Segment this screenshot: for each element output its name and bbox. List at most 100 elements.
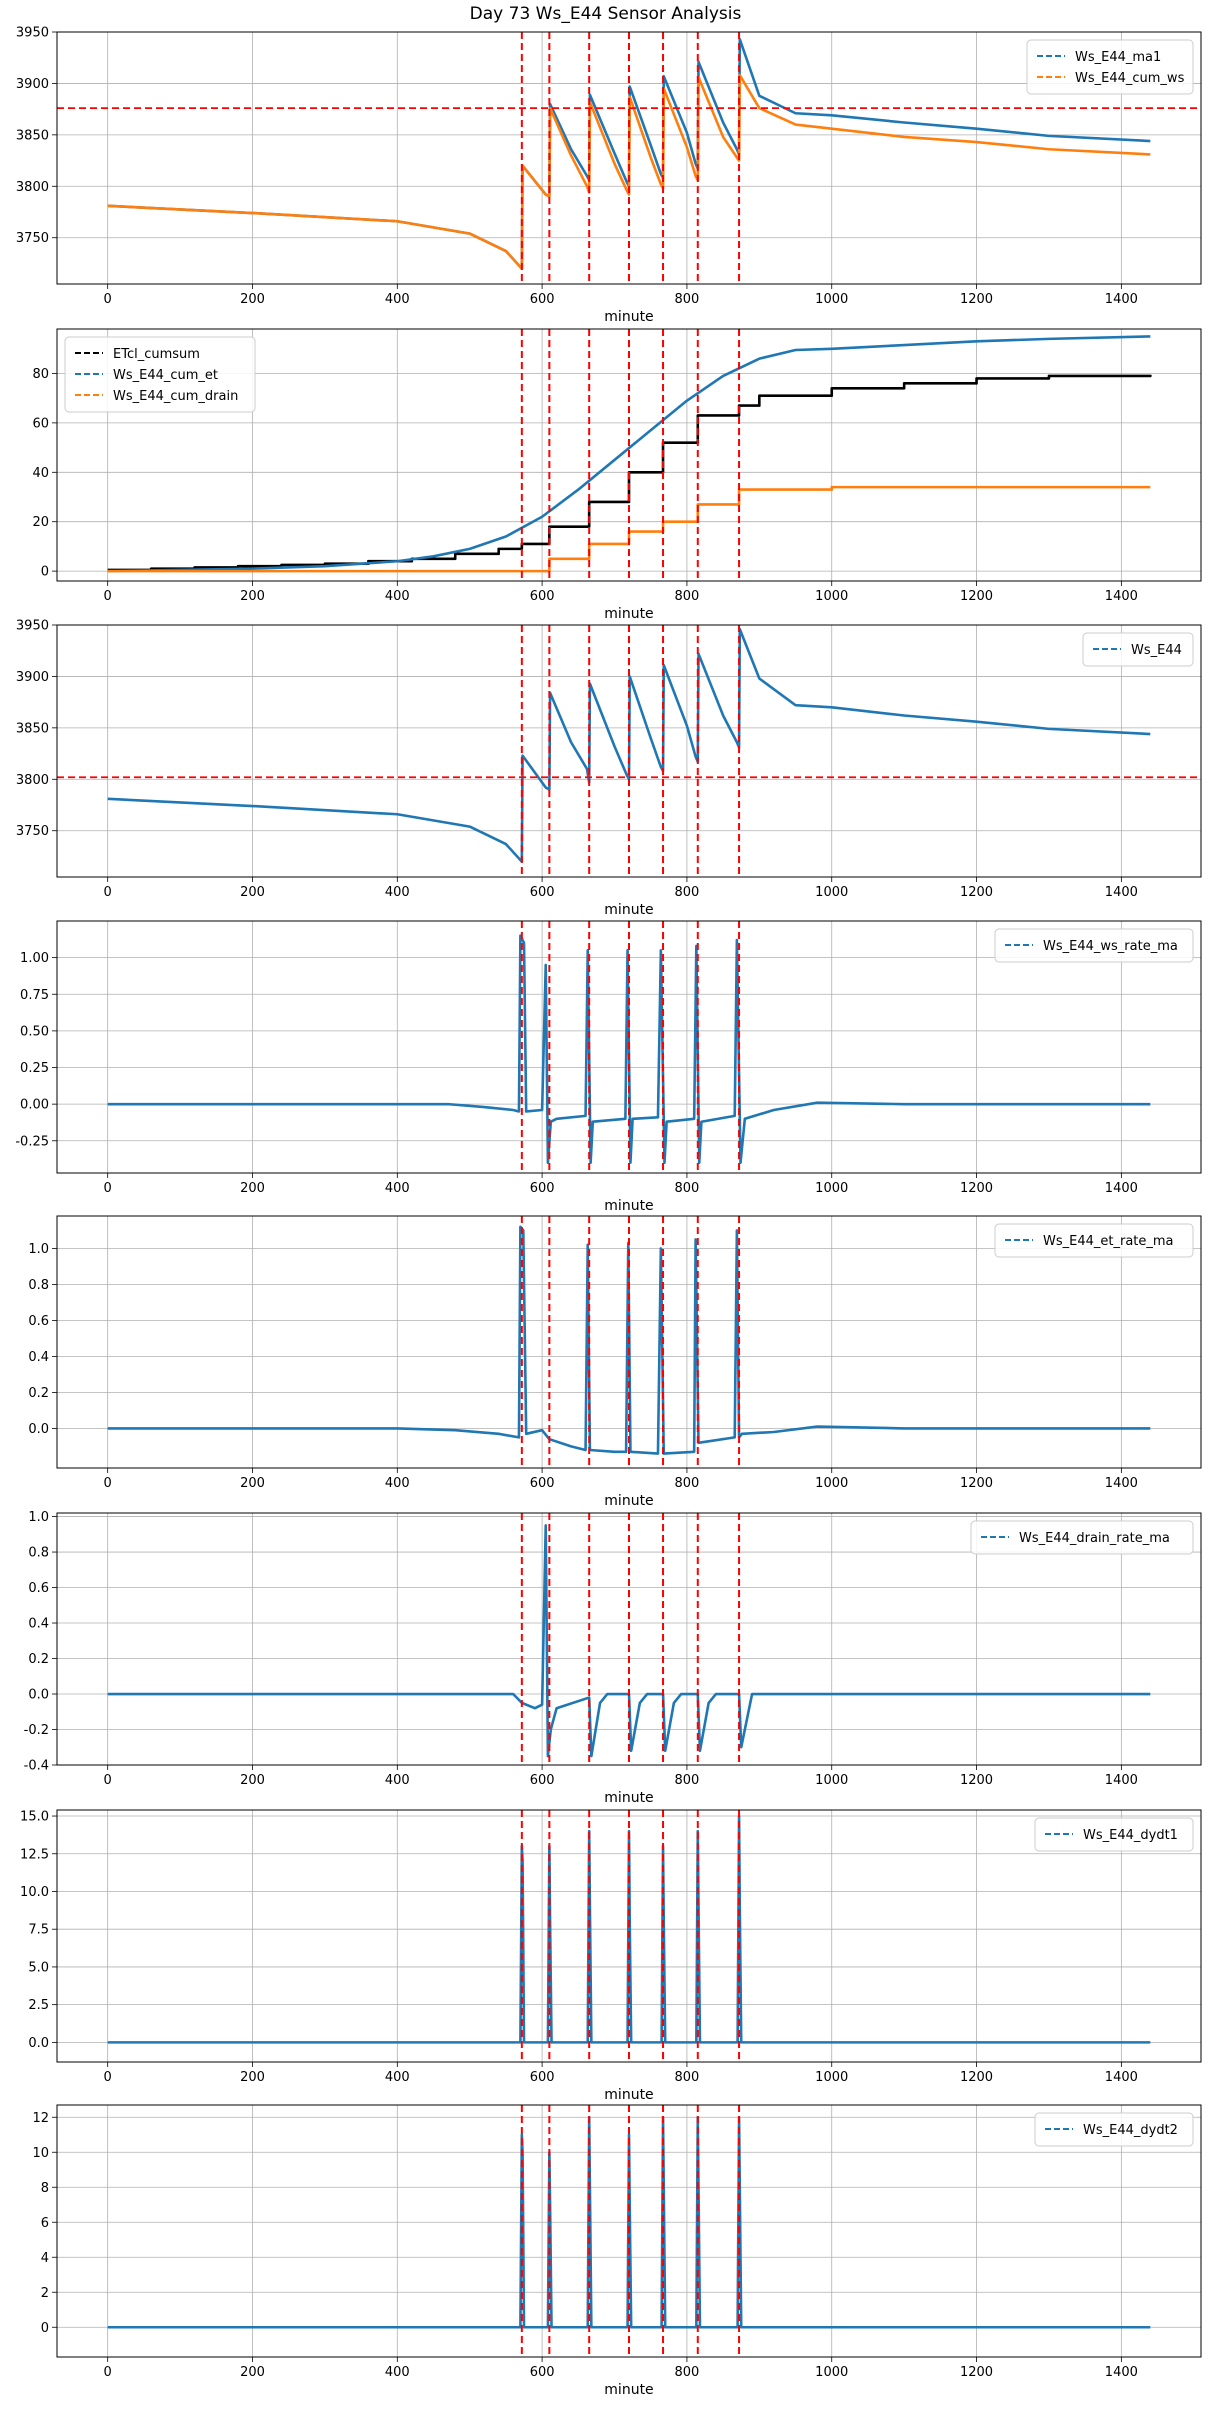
legend-box <box>994 928 1194 963</box>
y-tick-label: 3750 <box>16 824 49 839</box>
y-tick-label: 0.2 <box>28 1652 49 1667</box>
y-tick-label: 0.8 <box>28 1278 49 1293</box>
y-tick-label: 3800 <box>16 773 49 788</box>
x-tick-label: 0 <box>104 589 112 604</box>
x-tick-label: 0 <box>104 1181 112 1196</box>
series-line-Ws_E44_et_rate_ma <box>107 1225 1151 1455</box>
y-tick-label: 60 <box>32 416 49 431</box>
legend-label: Ws_E44_ws_rate_ma <box>1043 939 1178 954</box>
y-tick-label: 10 <box>32 2146 49 2161</box>
axes-frame <box>56 328 1202 582</box>
x-tick-label: 1000 <box>815 1181 848 1196</box>
y-tick-label: 12.5 <box>20 1847 49 1862</box>
legend-label: Ws_E44_cum_et <box>113 368 218 383</box>
x-tick-label: 1400 <box>1105 1476 1138 1491</box>
x-tick-label: 1200 <box>960 1773 993 1788</box>
y-tick-label: 0 <box>41 565 49 580</box>
legend-label: Ws_E44_cum_drain <box>113 389 238 404</box>
x-tick-label: 1200 <box>960 2365 993 2380</box>
y-tick-label: -0.2 <box>24 1723 49 1738</box>
axes-frame <box>56 624 1202 878</box>
legend: Ws_E44_dydt1 <box>1034 1817 1194 1852</box>
x-axis-label: minute <box>604 309 653 325</box>
x-tick-label: 1400 <box>1105 589 1138 604</box>
legend-box <box>1034 2112 1194 2147</box>
axes-frame <box>56 1809 1202 2063</box>
x-tick-label: 400 <box>385 1476 410 1491</box>
subplot-1: 0 200 400 600 800 1000 1200 1400 3750 3800 3850 390… <box>16 26 1202 325</box>
x-tick-label: 0 <box>104 1476 112 1491</box>
y-tick-label: 0.0 <box>28 2036 49 2051</box>
y-tick-label: 4 <box>41 2251 49 2266</box>
x-tick-label: 0 <box>104 885 112 900</box>
y-tick-label: 3850 <box>16 128 49 143</box>
series-line-Ws_E44_drain_rate_ma <box>107 1524 1151 1758</box>
y-tick-label: 15.0 <box>20 1810 49 1825</box>
x-tick-label: 1200 <box>960 2070 993 2085</box>
x-tick-label: 200 <box>240 885 265 900</box>
series-line-Ws_E44_dydt2 <box>107 2115 1151 2329</box>
subplot-5: 0 200 400 600 800 1000 1200 1400 0.0 0.2 0.4 0.6 0.8… <box>28 1215 1202 1509</box>
x-tick-label: 200 <box>240 1773 265 1788</box>
subplot-8: 0 200 400 600 800 1000 1200 1400 0 2 4 6 8 10 12 minute… <box>32 2104 1202 2398</box>
legend-label: Ws_E44_cum_ws <box>1075 71 1185 86</box>
x-tick-label: 600 <box>530 1476 555 1491</box>
y-tick-label: 20 <box>32 515 49 530</box>
x-axis-label: minute <box>604 606 653 622</box>
x-tick-label: 600 <box>530 2070 555 2085</box>
legend-label: Ws_E44 <box>1131 643 1182 658</box>
y-tick-label: 1.0 <box>28 1510 49 1525</box>
x-axis-label: minute <box>604 1198 653 1214</box>
x-tick-label: 400 <box>385 885 410 900</box>
subplot-6: 0 200 400 600 800 1000 1200 1400 -0.4 -0.2 0.0 0.2 0… <box>24 1510 1202 1806</box>
x-tick-label: 800 <box>675 2070 700 2085</box>
series-line-ETcl_cumsum <box>107 374 1152 572</box>
x-tick-label: 600 <box>530 885 555 900</box>
x-tick-label: 800 <box>675 589 700 604</box>
y-tick-label: 1.0 <box>28 1242 49 1257</box>
x-tick-label: 0 <box>104 1773 112 1788</box>
legend: Ws_E44_dydt2 <box>1034 2112 1194 2147</box>
legend-box <box>994 1223 1194 1258</box>
x-tick-label: 800 <box>675 1476 700 1491</box>
x-tick-label: 1000 <box>815 589 848 604</box>
x-tick-label: 1000 <box>815 1773 848 1788</box>
y-tick-label: 0.6 <box>28 1314 49 1329</box>
x-tick-label: 1400 <box>1105 292 1138 307</box>
x-tick-label: 800 <box>675 885 700 900</box>
plot-area <box>57 32 1201 284</box>
series-line-Ws_E44_ws_rate_ma <box>107 934 1151 1165</box>
axes-frame <box>56 31 1202 285</box>
x-tick-label: 400 <box>385 1773 410 1788</box>
y-tick-label: 0.00 <box>20 1098 49 1113</box>
x-tick-label: 1000 <box>815 1476 848 1491</box>
x-tick-label: 400 <box>385 589 410 604</box>
y-tick-label: 0.75 <box>20 988 49 1003</box>
x-tick-label: 800 <box>675 1181 700 1196</box>
x-tick-label: 1200 <box>960 292 993 307</box>
x-tick-label: 1200 <box>960 1476 993 1491</box>
y-tick-label: -0.4 <box>24 1759 49 1774</box>
y-tick-label: 0.4 <box>28 1350 49 1365</box>
legend-label: Ws_E44_dydt1 <box>1083 1828 1178 1843</box>
x-tick-label: 600 <box>530 292 555 307</box>
y-tick-label: 2 <box>41 2286 49 2301</box>
legend-label: Ws_E44_drain_rate_ma <box>1019 1531 1170 1546</box>
y-tick-label: 3800 <box>16 180 49 195</box>
y-tick-label: 2.5 <box>28 1998 49 2013</box>
y-tick-label: 3950 <box>16 619 49 634</box>
y-tick-label: 0.8 <box>28 1546 49 1561</box>
y-tick-label: 3900 <box>16 77 49 92</box>
y-tick-label: 0.6 <box>28 1581 49 1596</box>
x-tick-label: 1200 <box>960 885 993 900</box>
x-tick-label: 200 <box>240 1181 265 1196</box>
legend-box <box>64 336 256 413</box>
y-tick-label: 5.0 <box>28 1960 49 1975</box>
legend: Ws_E44_drain_rate_ma <box>970 1520 1194 1555</box>
x-tick-label: 400 <box>385 292 410 307</box>
legend-box <box>1034 1817 1194 1852</box>
x-axis-label: minute <box>604 1493 653 1509</box>
x-tick-label: 1400 <box>1105 2365 1138 2380</box>
